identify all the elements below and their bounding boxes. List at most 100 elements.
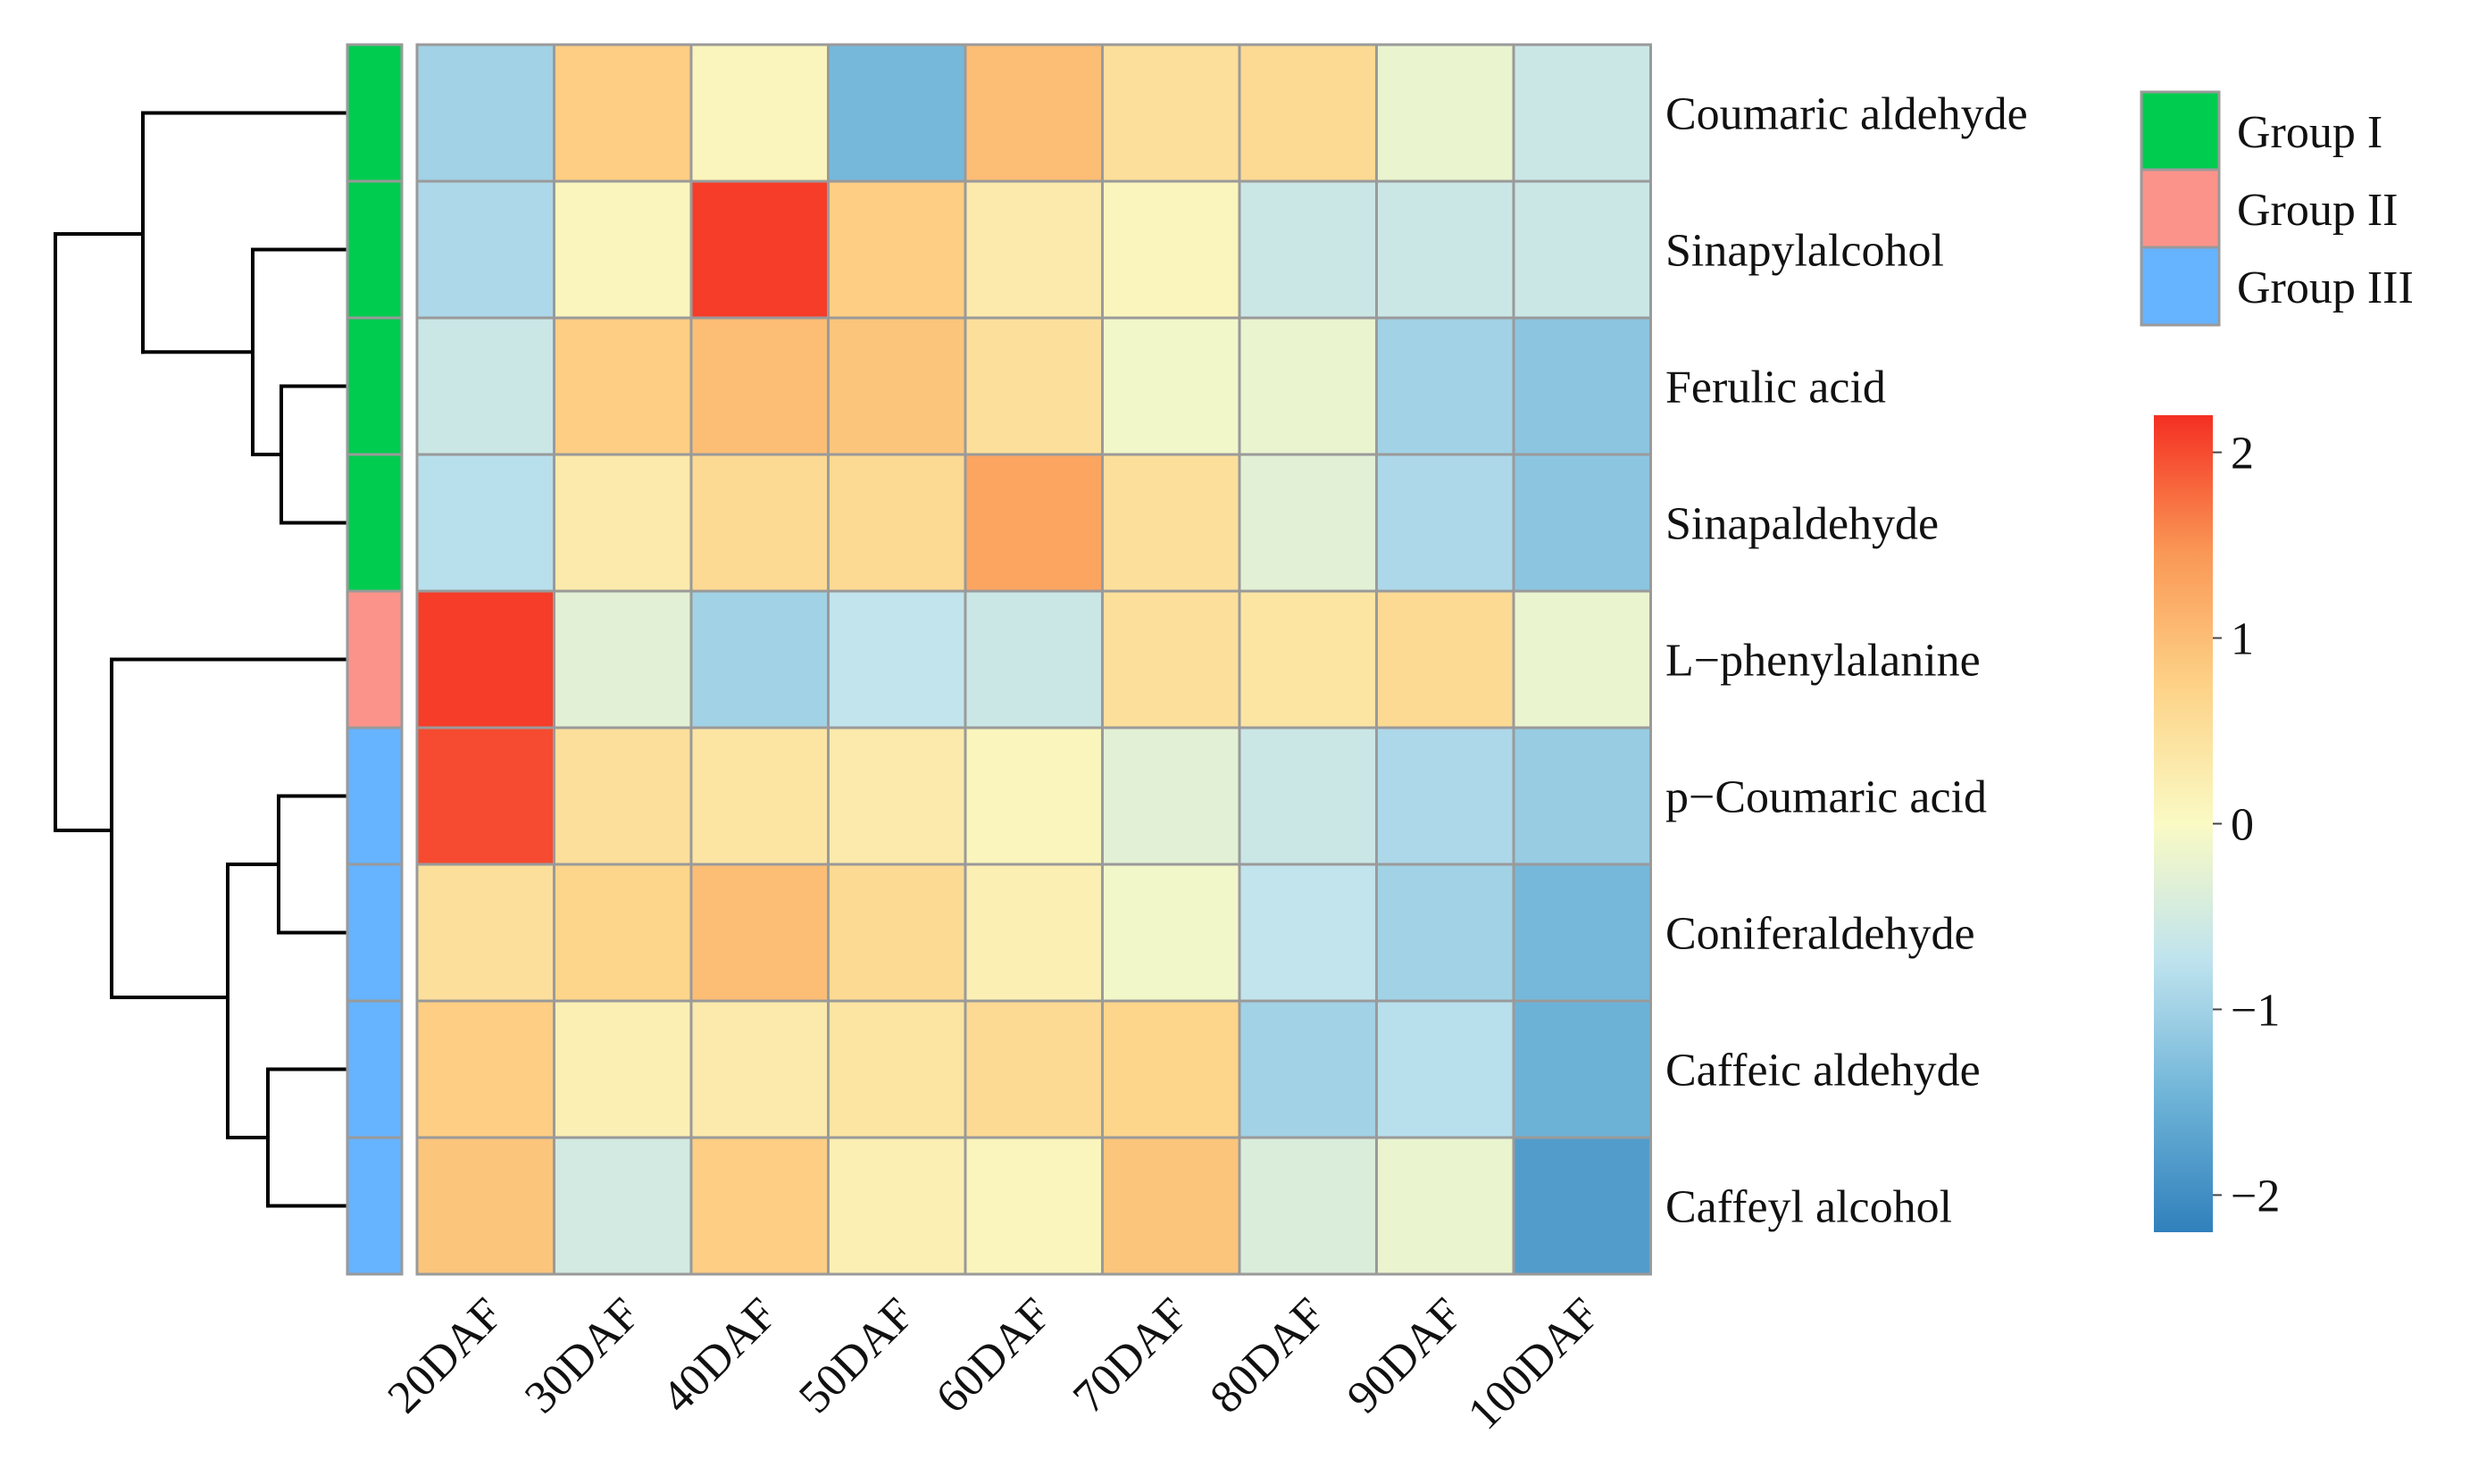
heatmap-cell: [415, 589, 555, 729]
color-scale-tick-label: 0: [2231, 800, 2254, 851]
heatmap-cell: [1101, 179, 1241, 320]
row-dendrogram: [54, 111, 349, 1208]
column-label: 30DAF: [515, 1288, 650, 1423]
heatmap-cell: [689, 316, 830, 456]
heatmap-cell: [964, 726, 1104, 866]
heatmap-cell: [1375, 453, 1515, 593]
column-label: 100DAF: [1458, 1288, 1609, 1439]
heatmap-cell: [689, 179, 830, 320]
heatmap-cell: [964, 43, 1104, 183]
heatmap-cell: [964, 453, 1104, 593]
heatmap-cell: [1238, 179, 1378, 320]
heatmap-cell: [1512, 999, 1652, 1139]
heatmap-cell: [1101, 316, 1241, 456]
heatmap-cells: [415, 43, 1652, 1276]
heatmap-cell: [1238, 453, 1378, 593]
heatmap-cell: [1375, 999, 1515, 1139]
color-scale-tick-label: −1: [2231, 985, 2280, 1036]
heatmap-cell: [1512, 726, 1652, 866]
column-label: 60DAF: [927, 1288, 1062, 1423]
heatmap-cell: [689, 863, 830, 1003]
heatmap-cell: [415, 316, 555, 456]
row-group-cell: [346, 863, 404, 1003]
heatmap-cell: [827, 43, 967, 183]
heatmap-cell: [689, 589, 830, 729]
heatmap-cell: [1512, 1136, 1652, 1276]
heatmap-cell: [964, 179, 1104, 320]
heatmap-cell: [1512, 316, 1652, 456]
heatmap-cell: [964, 863, 1104, 1003]
row-group-cell: [346, 316, 404, 456]
row-label: Sinapylalcohol: [1665, 226, 1944, 277]
legend-label: Group II: [2237, 185, 2399, 236]
heatmap-cell: [1238, 863, 1378, 1003]
heatmap-cell: [553, 999, 693, 1139]
heatmap-cell: [553, 179, 693, 320]
heatmap-cell: [1512, 589, 1652, 729]
column-labels: 20DAF 30DAF 40DAF 50DAF 60DAF 70DAF 80DAF 90DAF…: [379, 1288, 1610, 1439]
legend-swatch: [2140, 246, 2221, 327]
legend-swatch: [2140, 168, 2221, 249]
group-legend: Group I Group II Group III: [2140, 90, 2414, 327]
row-label: Caffeyl alcohol: [1665, 1182, 1952, 1233]
heatmap-cell: [827, 453, 967, 593]
heatmap-cell: [1375, 1136, 1515, 1276]
heatmap-cell: [1375, 863, 1515, 1003]
row-label: Ferulic acid: [1665, 363, 1886, 413]
heatmap-cell: [1375, 316, 1515, 456]
row-label: Sinapaldehyde: [1665, 499, 1939, 550]
heatmap-cell: [827, 1136, 967, 1276]
heatmap-cell: [415, 179, 555, 320]
heatmap-cell: [1512, 43, 1652, 183]
heatmap-cell: [964, 316, 1104, 456]
heatmap-cell: [415, 726, 555, 866]
row-label: Coumaric aldehyde: [1665, 89, 2028, 140]
heatmap-cell: [827, 999, 967, 1139]
legend-label: Group I: [2237, 107, 2382, 158]
row-group-cell: [346, 43, 404, 183]
heatmap-cell: [1238, 1136, 1378, 1276]
heatmap-cell: [1375, 43, 1515, 183]
heatmap-cell: [1101, 726, 1241, 866]
heatmap-cell: [1101, 453, 1241, 593]
column-label: 70DAF: [1064, 1288, 1198, 1423]
heatmap-cell: [553, 726, 693, 866]
row-group-cell: [346, 453, 404, 593]
heatmap-cell: [1375, 179, 1515, 320]
heatmap-cell: [1101, 589, 1241, 729]
heatmap-cell: [415, 1136, 555, 1276]
column-label: 20DAF: [379, 1288, 513, 1423]
heatmap-cell: [689, 1136, 830, 1276]
heatmap-cell: [1101, 863, 1241, 1003]
heatmap-cell: [1238, 726, 1378, 866]
color-scale-bar: 2 1 0 −1 −2: [2154, 415, 2280, 1232]
heatmap-cell: [964, 589, 1104, 729]
heatmap-cell: [1512, 863, 1652, 1003]
heatmap-cell: [689, 43, 830, 183]
row-group-cell: [346, 589, 404, 729]
heatmap-cell: [415, 999, 555, 1139]
heatmap-cell: [415, 863, 555, 1003]
row-group-annotation-bar: [346, 43, 404, 1276]
heatmap-cell: [827, 589, 967, 729]
heatmap-cell: [1512, 179, 1652, 320]
row-group-cell: [346, 1136, 404, 1276]
heatmap-cell: [1101, 999, 1241, 1139]
heatmap-cell: [553, 316, 693, 456]
heatmap-cell: [553, 43, 693, 183]
color-scale-tick-label: −2: [2231, 1171, 2280, 1221]
legend-label: Group III: [2237, 263, 2414, 313]
row-group-cell: [346, 179, 404, 320]
heatmap-cell: [964, 999, 1104, 1139]
color-scale-gradient: [2154, 415, 2213, 1232]
heatmap-cell: [553, 589, 693, 729]
heatmap-cell: [1375, 589, 1515, 729]
heatmap-cell: [553, 453, 693, 593]
heatmap-cell: [1238, 43, 1378, 183]
heatmap-cell: [1238, 316, 1378, 456]
heatmap-cell: [827, 179, 967, 320]
row-group-cell: [346, 999, 404, 1139]
column-label: 80DAF: [1201, 1288, 1336, 1423]
heatmap-cell: [1238, 589, 1378, 729]
